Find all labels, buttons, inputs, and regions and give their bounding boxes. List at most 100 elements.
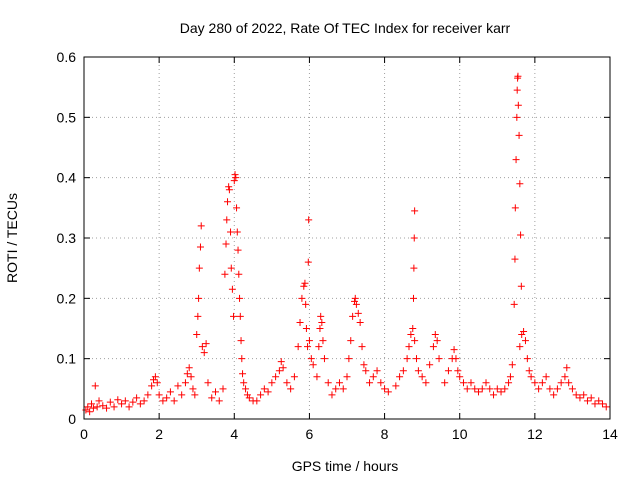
data-point <box>236 312 244 320</box>
data-point <box>300 282 308 290</box>
data-point <box>227 264 235 272</box>
data-point <box>304 343 312 351</box>
data-point <box>403 355 411 363</box>
x-tick-label: 6 <box>306 426 314 442</box>
data-point <box>309 361 317 369</box>
data-point <box>456 373 464 381</box>
data-point <box>506 373 514 381</box>
data-point <box>317 312 325 320</box>
data-point <box>202 340 210 348</box>
data-point <box>396 373 404 381</box>
data-point <box>225 183 233 191</box>
data-point <box>166 388 174 396</box>
data-point <box>268 379 276 387</box>
data-point <box>486 385 494 393</box>
data-point <box>527 373 535 381</box>
data-point <box>411 207 419 215</box>
data-point <box>512 156 520 164</box>
data-point <box>339 385 347 393</box>
data-point <box>125 403 133 411</box>
data-point <box>511 204 519 212</box>
data-point <box>520 328 528 336</box>
data-point <box>136 400 144 408</box>
data-point <box>193 331 201 339</box>
data-point <box>103 404 111 412</box>
data-point <box>187 373 195 381</box>
data-point <box>151 373 159 381</box>
data-point <box>307 355 315 363</box>
data-point <box>538 379 546 387</box>
x-tick-label: 8 <box>381 426 389 442</box>
x-tick-label: 10 <box>452 426 468 442</box>
y-tick-label: 0 <box>68 411 76 427</box>
data-point <box>219 385 227 393</box>
data-point <box>208 394 216 402</box>
data-point <box>315 343 323 351</box>
data-point <box>356 318 364 326</box>
data-point <box>153 379 161 387</box>
data-point <box>133 394 141 402</box>
data-point <box>366 379 374 387</box>
data-point <box>231 171 239 179</box>
data-point <box>505 379 513 387</box>
data-point <box>221 270 229 278</box>
data-point <box>349 312 357 320</box>
data-point <box>183 370 191 378</box>
data-point <box>275 367 283 375</box>
data-point <box>174 382 182 390</box>
data-point <box>377 379 385 387</box>
data-point <box>197 222 205 230</box>
data-point <box>144 391 152 399</box>
data-point <box>283 379 291 387</box>
data-point <box>242 385 250 393</box>
data-point <box>170 397 178 405</box>
data-point <box>228 285 236 293</box>
y-tick-label: 0.5 <box>57 109 77 125</box>
data-point <box>189 385 197 393</box>
data-point <box>410 234 418 242</box>
data-point <box>410 264 418 272</box>
data-point <box>516 343 524 351</box>
data-point <box>435 355 443 363</box>
data-point <box>493 385 501 393</box>
data-point <box>463 385 471 393</box>
data-point <box>429 343 437 351</box>
data-point <box>194 312 202 320</box>
data-point <box>351 294 359 302</box>
data-point <box>150 376 158 384</box>
y-axis-label: ROTI / TECUs <box>4 193 20 283</box>
y-tick-label: 0.6 <box>57 49 77 65</box>
data-point <box>99 402 107 410</box>
data-point <box>381 385 389 393</box>
data-point <box>163 394 171 402</box>
data-point <box>482 379 490 387</box>
data-point <box>84 403 92 411</box>
data-point <box>196 243 204 251</box>
data-point <box>405 343 413 351</box>
data-point <box>602 403 610 411</box>
x-tick-label: 4 <box>230 426 238 442</box>
data-point <box>517 282 525 290</box>
data-point <box>433 337 441 345</box>
data-point <box>563 364 571 372</box>
data-point <box>302 325 310 332</box>
data-point <box>335 379 343 387</box>
data-point <box>478 385 486 393</box>
data-points <box>82 72 610 416</box>
data-point <box>110 403 118 411</box>
data-point <box>459 379 467 387</box>
data-point <box>245 394 253 402</box>
data-point <box>121 397 129 405</box>
data-point <box>373 367 381 375</box>
data-point <box>304 258 312 266</box>
data-point <box>272 373 280 381</box>
data-point <box>351 297 359 305</box>
data-point <box>88 400 96 408</box>
data-point <box>287 385 295 393</box>
data-point <box>195 264 203 272</box>
x-tick-label: 14 <box>602 426 618 442</box>
axis-ticks: 0 2 4 6 8 10 12 14 0 0.1 0.2 0.3 0.4 0.5 0.6 <box>57 49 618 442</box>
x-axis-label: GPS time / hours <box>292 458 399 474</box>
data-point <box>411 337 419 345</box>
data-point <box>324 379 332 387</box>
